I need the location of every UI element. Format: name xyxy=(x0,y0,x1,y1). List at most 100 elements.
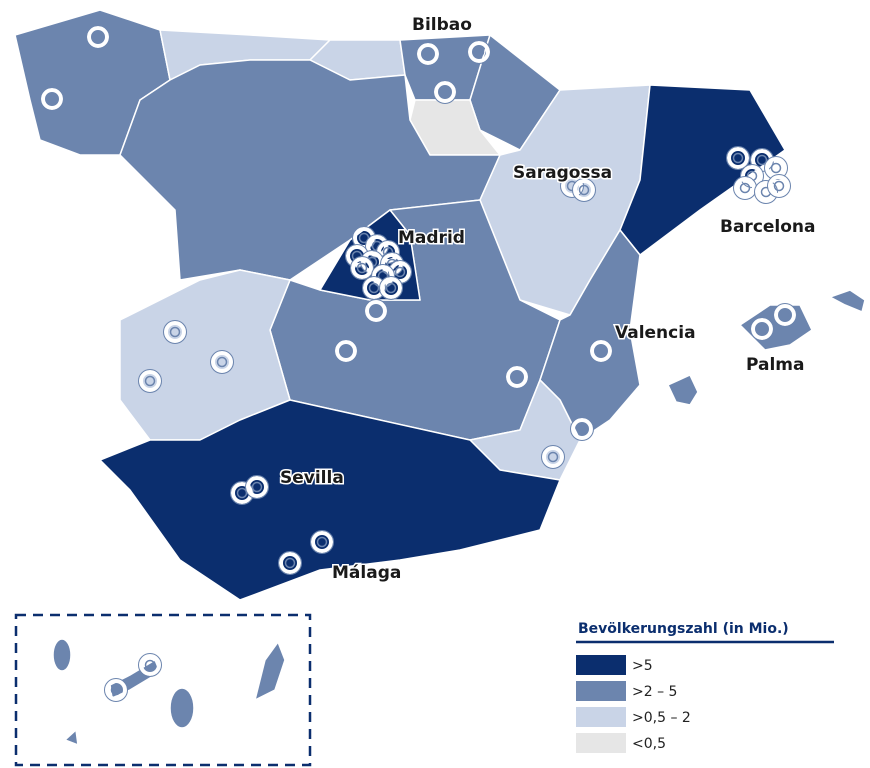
legend-label: >5 xyxy=(632,658,653,674)
marker-outline xyxy=(754,180,778,204)
marker-outline xyxy=(278,551,302,575)
canary-inset xyxy=(14,613,312,767)
legend-label: <0,5 xyxy=(632,736,666,752)
regions xyxy=(14,9,866,767)
marker-outline xyxy=(104,678,128,702)
legend-title: Bevölkerungszahl (in Mio.) xyxy=(578,621,789,637)
marker-core xyxy=(547,451,559,463)
marker-ring xyxy=(380,277,402,299)
marker-ring xyxy=(279,552,301,574)
legend-swatch xyxy=(576,655,626,675)
marker-ring xyxy=(105,679,127,701)
region-andalucia xyxy=(99,399,561,601)
marker-core xyxy=(756,154,768,166)
marker-outline xyxy=(541,445,565,469)
marker-outline xyxy=(773,303,797,327)
island xyxy=(169,687,195,729)
marker-ring xyxy=(246,476,268,498)
marker-core xyxy=(144,375,156,387)
marker-core xyxy=(578,184,590,196)
marker-core xyxy=(316,536,328,548)
city-label: Valencia xyxy=(615,323,696,343)
marker-core xyxy=(394,266,406,278)
legend-label: >2 – 5 xyxy=(632,684,677,700)
marker-outline xyxy=(767,174,791,198)
marker-core xyxy=(576,423,588,435)
city-label: Palma xyxy=(746,355,805,375)
marker-ring xyxy=(87,26,109,48)
island-menorca xyxy=(829,289,866,313)
marker-core xyxy=(110,684,122,696)
marker-core xyxy=(216,356,228,368)
marker-ring xyxy=(139,370,161,392)
marker-core xyxy=(169,326,181,338)
marker-core xyxy=(251,481,263,493)
marker-ring xyxy=(351,257,373,279)
legend: Bevölkerungszahl (in Mio.) >5 >2 – 5 >0,5 … xyxy=(576,621,834,753)
region-catalonia xyxy=(619,84,786,256)
marker-outline xyxy=(245,475,269,499)
marker-ring xyxy=(164,321,186,343)
marker-outline xyxy=(364,299,388,323)
legend-swatch xyxy=(576,681,626,701)
marker-ring xyxy=(417,43,439,65)
region-valencia xyxy=(539,229,641,441)
island xyxy=(52,638,72,672)
island-ibiza xyxy=(667,374,699,406)
marker-core xyxy=(422,48,434,60)
marker-outline xyxy=(138,369,162,393)
marker-outline xyxy=(726,146,750,170)
marker-ring xyxy=(727,147,749,169)
marker-ring xyxy=(41,88,63,110)
legend-swatch xyxy=(576,733,626,753)
marker-outline xyxy=(365,234,389,258)
marker-core xyxy=(770,162,782,174)
marker-core xyxy=(340,345,352,357)
marker-outline xyxy=(40,87,64,111)
marker-outline xyxy=(379,276,403,300)
city-label: Bilbao xyxy=(412,15,472,35)
marker-core xyxy=(92,31,104,43)
markers xyxy=(40,25,797,702)
marker-ring xyxy=(365,300,387,322)
marker-ring xyxy=(571,418,593,440)
marker-outline xyxy=(310,530,334,554)
island xyxy=(64,729,79,746)
marker-outline xyxy=(467,40,491,64)
marker-core xyxy=(356,262,368,274)
marker-core xyxy=(511,371,523,383)
marker-outline xyxy=(570,417,594,441)
marker-outline xyxy=(572,178,596,202)
marker-core xyxy=(284,557,296,569)
marker-ring xyxy=(335,340,357,362)
marker-ring xyxy=(768,175,790,197)
marker-outline xyxy=(138,653,162,677)
marker-ring xyxy=(542,446,564,468)
marker-outline xyxy=(230,481,254,505)
city-labels: Bilbao Saragossa Barcelona Madrid Valenc… xyxy=(279,14,818,585)
marker-ring xyxy=(311,531,333,553)
city-label: Málaga xyxy=(332,563,401,583)
marker-core xyxy=(473,46,485,58)
city-label: Barcelona xyxy=(720,217,816,237)
marker-outline xyxy=(334,339,358,363)
marker-ring xyxy=(590,340,612,362)
marker-outline xyxy=(210,350,234,374)
marker-core xyxy=(732,152,744,164)
marker-core xyxy=(595,345,607,357)
marker-ring xyxy=(573,179,595,201)
marker-outline xyxy=(86,25,110,49)
legend-label: >0,5 – 2 xyxy=(632,710,691,726)
city-label: Madrid xyxy=(398,228,465,248)
city-label: Saragossa xyxy=(513,163,612,183)
marker-core xyxy=(46,93,58,105)
marker-outline xyxy=(589,339,613,363)
marker-core xyxy=(385,282,397,294)
marker-core xyxy=(236,487,248,499)
marker-core xyxy=(739,182,751,194)
marker-ring xyxy=(139,654,161,676)
marker-core xyxy=(370,305,382,317)
legend-swatch xyxy=(576,707,626,727)
marker-core xyxy=(779,309,791,321)
